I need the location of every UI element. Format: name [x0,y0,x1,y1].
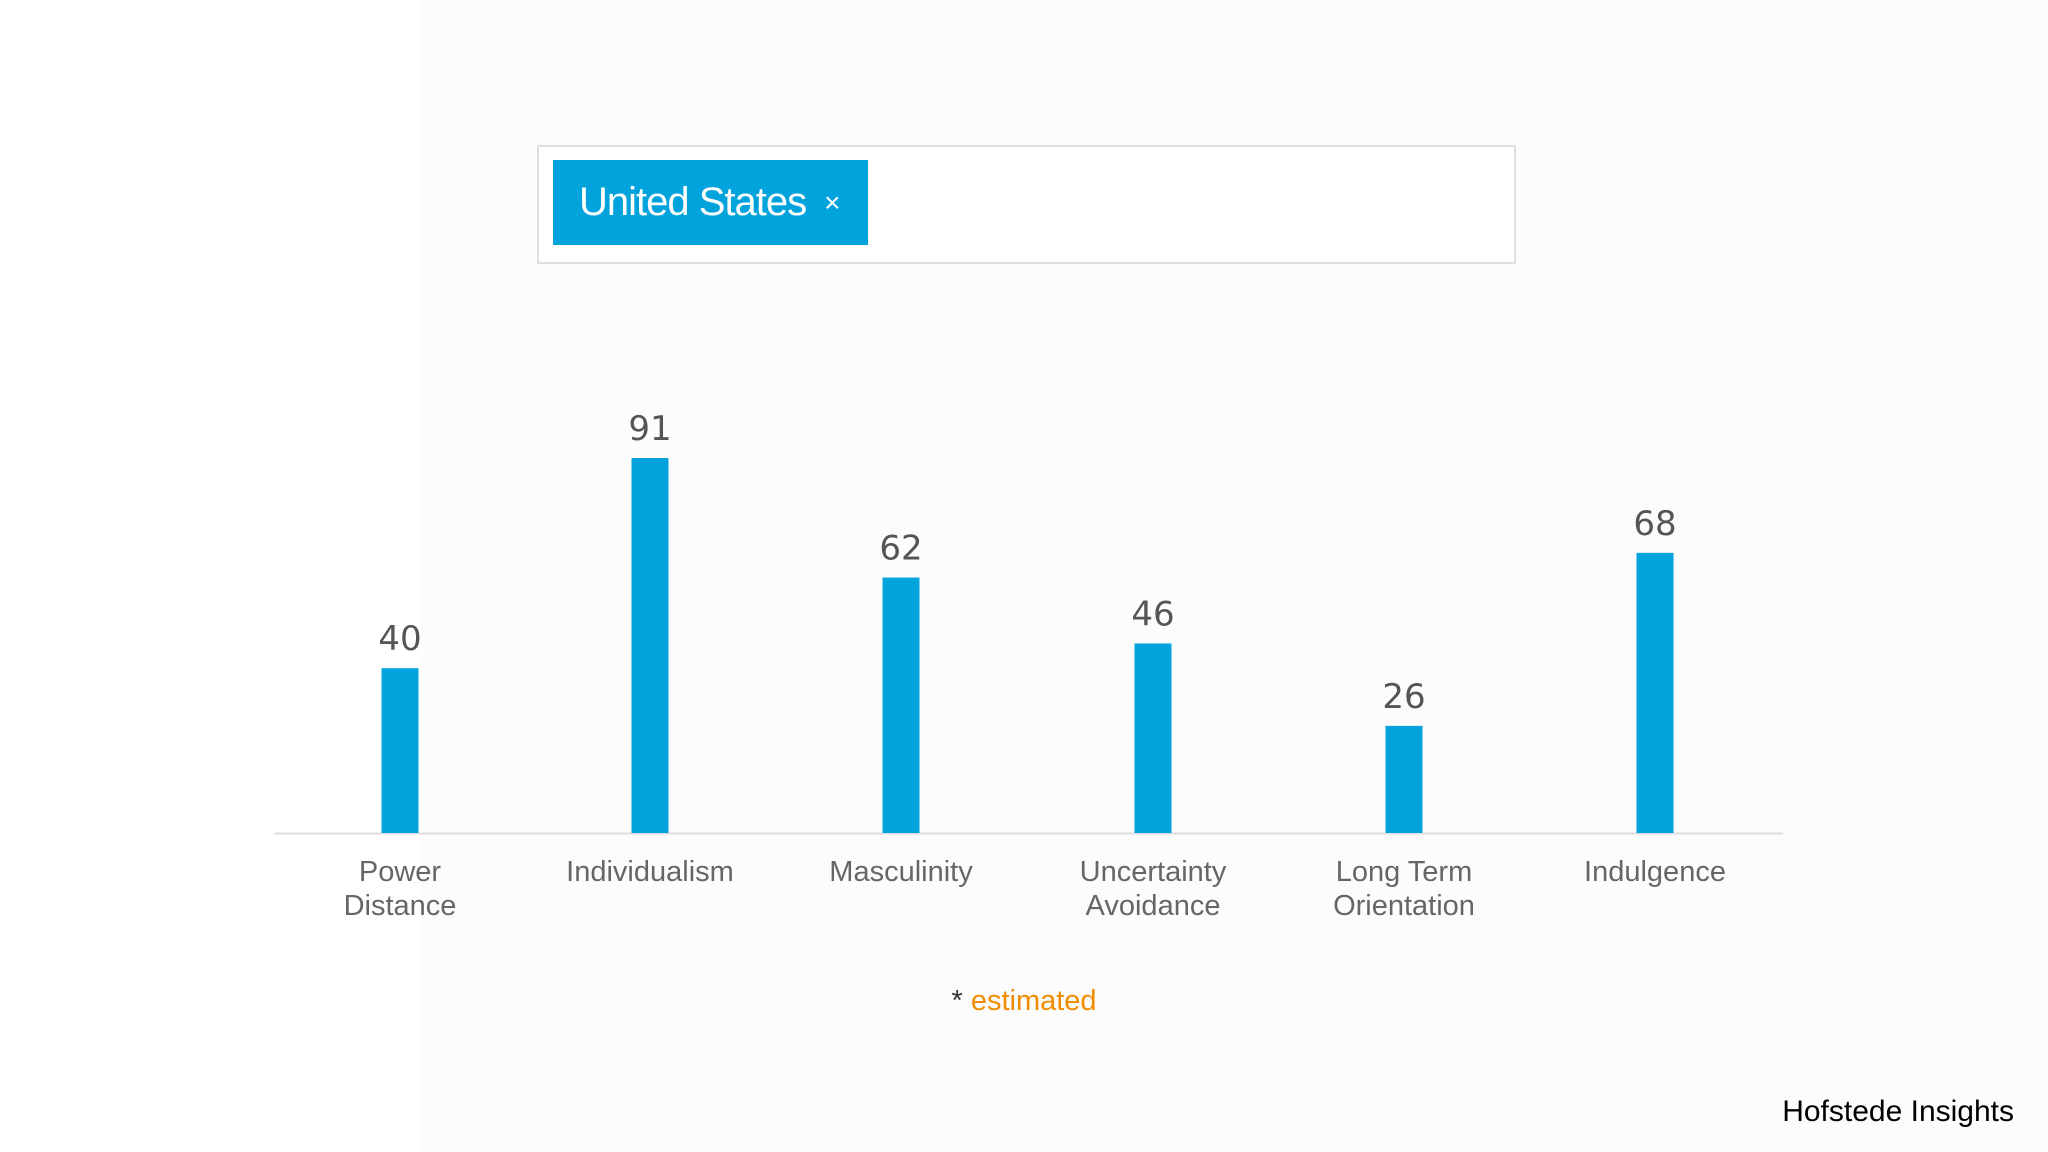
country-tag[interactable]: United States × [553,160,868,245]
category-label: Individualism [566,856,734,888]
value-label: 62 [879,529,922,569]
value-label: 46 [1131,594,1174,634]
footer: Hofstede Insights [1782,1095,2014,1128]
bar [1385,725,1423,833]
note: * estimated [0,985,2048,1018]
tag-label: United States [579,180,807,224]
category-label: Uncertainty Avoidance [1079,856,1227,922]
note-marker: * [951,985,963,1017]
bar [631,458,669,833]
tag-remove[interactable]: × [824,186,840,218]
search-box[interactable]: United States × [537,145,1516,264]
bar [381,668,419,833]
category-label: Indulgence [1584,856,1726,888]
value-label: 68 [1633,504,1676,544]
bar [1636,552,1674,833]
category-label: Long Term Orientation [1333,856,1475,922]
category-label: Power Distance [343,856,457,922]
value-label: 40 [378,619,421,659]
bar [1134,643,1172,833]
category-label: Masculinity [829,856,973,888]
value-label: 26 [1382,677,1425,717]
note-text: estimated [970,985,1097,1017]
bar [882,577,920,833]
value-label: 91 [628,409,671,449]
